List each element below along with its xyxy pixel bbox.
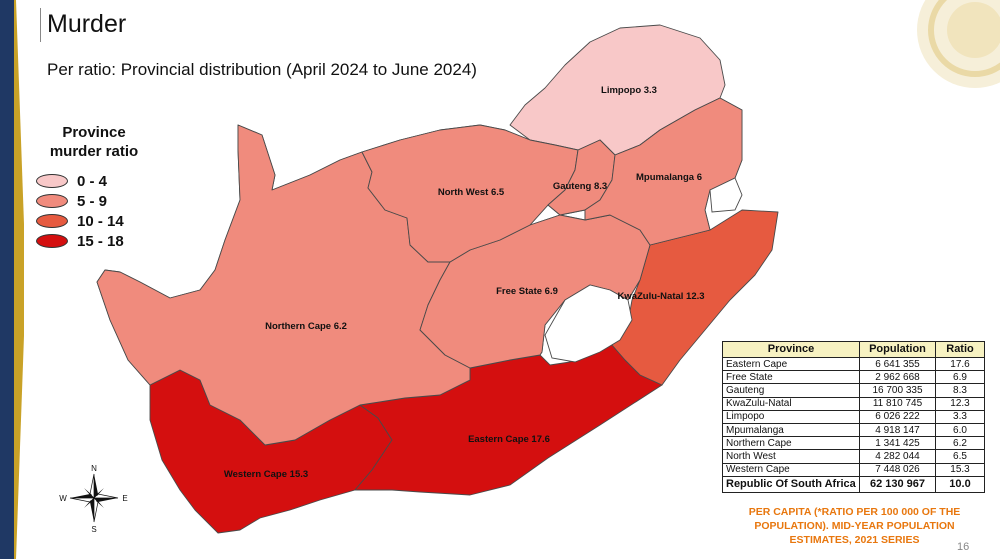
table-cell: 12.3 — [935, 396, 985, 411]
table-row: Gauteng 16 700 335 8.3 — [722, 383, 985, 398]
table-cell: 2 962 668 — [859, 370, 936, 385]
legend-label: 0 - 4 — [77, 172, 108, 190]
table-cell: 17.6 — [935, 356, 985, 372]
lesotho-area — [544, 284, 633, 363]
legend-item: 0 - 4 — [36, 172, 107, 190]
table-cell: Gauteng — [722, 383, 860, 398]
legend-swatch — [36, 194, 68, 208]
table-cell: Limpopo — [722, 409, 860, 424]
table-cell: 11 810 745 — [859, 396, 936, 411]
table-header-row: Province Population Ratio — [722, 341, 985, 358]
table-cell: Northern Cape — [722, 436, 860, 451]
table-cell: Western Cape — [722, 462, 860, 477]
table-cell: 6.2 — [935, 436, 985, 451]
compass-w: W — [59, 494, 67, 503]
table-cell: 16 700 335 — [859, 383, 936, 398]
legend-label: 10 - 14 — [77, 212, 124, 230]
table-row: KwaZulu-Natal 11 810 745 12.3 — [722, 396, 985, 411]
table-header: Ratio — [935, 341, 985, 358]
legend-item: 15 - 18 — [36, 232, 124, 250]
table-row: Western Cape 7 448 026 15.3 — [722, 462, 985, 477]
table-row: Mpumalanga 4 918 147 6.0 — [722, 422, 985, 438]
table-cell: Eastern Cape — [722, 356, 860, 372]
table-cell: 4 918 147 — [859, 422, 936, 438]
legend-title: Province murder ratio — [49, 124, 139, 160]
table-row: Northern Cape 1 341 425 6.2 — [722, 436, 985, 451]
compass-rose-icon: N S E W — [59, 464, 127, 534]
compass-n: N — [91, 464, 97, 473]
table-row: Limpopo 6 026 222 3.3 — [722, 409, 985, 424]
table-row: Free State 2 962 668 6.9 — [722, 370, 985, 385]
population-ratio-table: Province Population Ratio Eastern Cape 6 … — [722, 341, 985, 493]
table-header: Province — [722, 341, 860, 358]
table-cell: North West — [722, 449, 860, 464]
label-eastern-cape: Eastern Cape 17.6 — [468, 434, 550, 445]
label-gauteng: Gauteng 8.3 — [553, 181, 607, 192]
table-cell: Free State — [722, 370, 860, 385]
table-cell: KwaZulu-Natal — [722, 396, 860, 411]
table-row: North West 4 282 044 6.5 — [722, 449, 985, 464]
left-accent-bar — [0, 0, 24, 559]
table-cell: 6.0 — [935, 422, 985, 438]
slide-title: Murder — [47, 10, 127, 38]
legend-swatch — [36, 234, 68, 248]
label-north-west: North West 6.5 — [438, 187, 505, 198]
table-cell: 6 641 355 — [859, 356, 936, 372]
per-capita-footnote: PER CAPITA (*RATIO PER 100 000 OF THE PO… — [748, 506, 961, 546]
label-free-state: Free State 6.9 — [496, 286, 558, 297]
legend-label: 5 - 9 — [77, 192, 108, 210]
label-limpopo: Limpopo 3.3 — [601, 85, 657, 96]
label-mpumalanga: Mpumalanga 6 — [636, 172, 702, 183]
table-cell: Republic Of South Africa — [722, 475, 860, 493]
table-cell: 4 282 044 — [859, 449, 936, 464]
label-western-cape: Western Cape 15.3 — [224, 469, 308, 480]
slide-number: 16 — [957, 541, 970, 553]
slide-subtitle: Per ratio: Provincial distribution (Apri… — [47, 60, 477, 79]
title-rule — [40, 8, 41, 42]
table-total-row: Republic Of South Africa 62 130 967 10.0 — [722, 475, 985, 493]
table-cell: 6.5 — [935, 449, 985, 464]
legend-label: 15 - 18 — [77, 232, 124, 250]
legend-item: 5 - 9 — [36, 192, 107, 210]
label-northern-cape: Northern Cape 6.2 — [265, 321, 347, 332]
label-kwazulu-natal: KwaZulu-Natal 12.3 — [617, 291, 704, 302]
table-row: Eastern Cape 6 641 355 17.6 — [722, 356, 985, 372]
table-cell: 1 341 425 — [859, 436, 936, 451]
table-header: Population — [859, 341, 936, 358]
legend-item: 10 - 14 — [36, 212, 124, 230]
table-cell: 7 448 026 — [859, 462, 936, 477]
table-cell: 62 130 967 — [859, 475, 936, 493]
table-cell: 15.3 — [935, 462, 985, 477]
table-cell: 6 026 222 — [859, 409, 936, 424]
compass-e: E — [122, 494, 127, 503]
table-cell: 10.0 — [935, 475, 985, 493]
compass-s: S — [91, 525, 96, 534]
table-cell: 6.9 — [935, 370, 985, 385]
legend-swatch — [36, 174, 68, 188]
police-seal-watermark — [917, 0, 1000, 88]
table-cell: Mpumalanga — [722, 422, 860, 438]
table-cell: 8.3 — [935, 383, 985, 398]
legend-swatch — [36, 214, 68, 228]
table-cell: 3.3 — [935, 409, 985, 424]
eswatini-area — [709, 177, 743, 213]
